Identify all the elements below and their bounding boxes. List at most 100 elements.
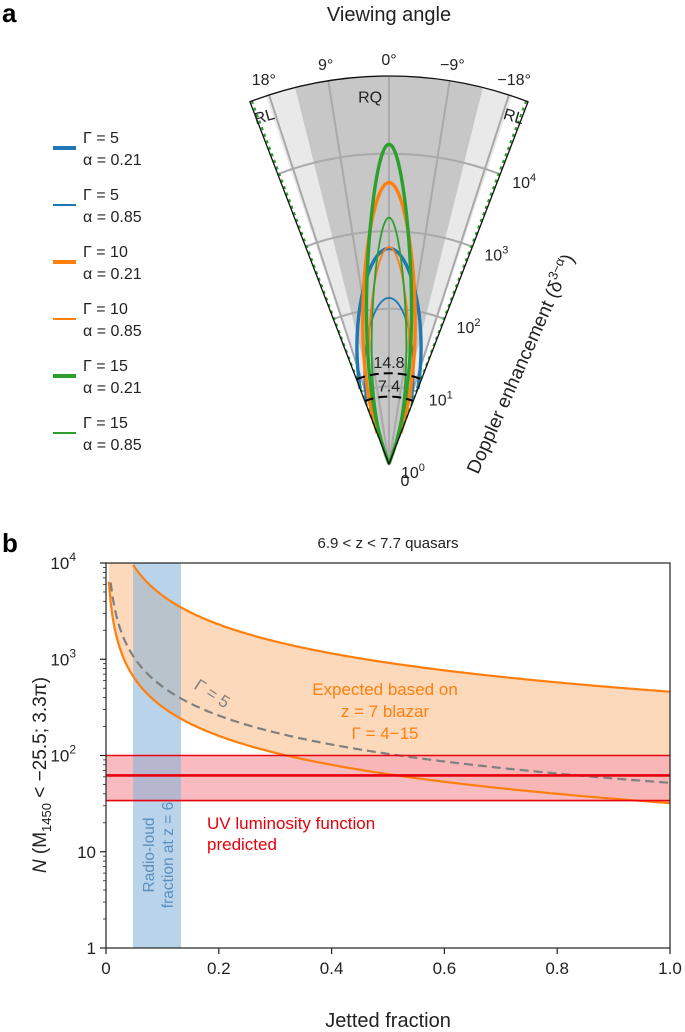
uv-band-fill (106, 755, 670, 801)
doppler-curve (364, 142, 414, 466)
y-tick-exp: 3 (69, 646, 76, 660)
threshold-arcs: 14.8 7.4 (356, 355, 422, 402)
x-tick-label: 0.4 (320, 959, 344, 978)
radial-tick-base: 10 (512, 175, 530, 192)
radial-tick-label: 100 (401, 462, 425, 482)
rq-region-label: RQ (358, 90, 382, 107)
threshold-arc (364, 395, 414, 402)
polar-origin-label: 0 (401, 473, 410, 490)
blazar-band-fill (108, 563, 670, 804)
legend-alpha-label: α = 0.21 (83, 152, 142, 169)
doppler-curve (370, 216, 408, 465)
legend-alpha-label: α = 0.21 (83, 380, 142, 397)
radial-tick-base: 10 (457, 320, 475, 337)
y-tick-base: 10 (50, 554, 69, 573)
panel-b-line-chart: b 6.9 < z < 7.7 quasars 0 0.2 0.4 0.6 0.8 1.0… (2, 528, 682, 1032)
legend-alpha-label: α = 0.21 (83, 266, 142, 283)
y-axis-label-m: (M (30, 832, 51, 859)
radial-tick-label: 101 (429, 390, 453, 410)
y-axis-label-n: N (30, 859, 51, 873)
radial-tick-exp: 2 (474, 317, 480, 329)
y-tick-label: 1 (87, 939, 96, 958)
angle-tick-label: −18° (497, 72, 531, 89)
blazar-upper-line (132, 564, 671, 693)
radial-tick-exp: 1 (447, 390, 453, 402)
radial-tick-label: 104 (512, 172, 536, 192)
y-axis-label-sub: 1450 (39, 803, 54, 832)
radial-tick-exp: 4 (530, 172, 536, 184)
threshold-arc (356, 372, 422, 381)
radial-tick-base: 10 (484, 248, 502, 265)
angle-tick-label: 18° (252, 72, 276, 89)
legend-gamma-label: Γ = 10 (83, 301, 128, 318)
radial-tick-base: 10 (401, 465, 419, 482)
polar-outline (249, 75, 529, 466)
radio-loud-label-line: fraction at z = 6 (160, 802, 177, 908)
legend-gamma-label: Γ = 10 (83, 244, 128, 261)
angle-gridline (388, 80, 451, 465)
blazar-label-line: z = 7 blazar (341, 702, 430, 721)
legend-alpha-label: α = 0.85 (83, 209, 142, 226)
radial-gridline (333, 307, 445, 321)
radial-tick-exp: 3 (502, 245, 508, 257)
radial-axis-label-text: Doppler enhancement (δ (463, 277, 567, 477)
x-tick-label: 1.0 (658, 959, 682, 978)
doppler-curve (361, 180, 417, 434)
radio-loud-label-line: Radio-loud (141, 818, 158, 893)
polar-legend: Γ = 5 α = 0.21 Γ = 5 α = 0.85 Γ = 10 α = 0.21… (53, 130, 142, 454)
y-tick-label: 102 (50, 743, 76, 766)
y-tick-label: 103 (50, 646, 76, 669)
angle-gridline (327, 80, 390, 465)
panel-label-b: b (2, 528, 18, 558)
x-tick-label: 0 (101, 959, 110, 978)
y-tick-exp: 4 (69, 550, 76, 564)
legend-gamma-label: Γ = 5 (83, 130, 119, 147)
radial-gridline (305, 230, 473, 248)
blazar-label-line: Γ = 4−15 (351, 724, 418, 743)
y-tick-base: 10 (50, 747, 69, 766)
angle-tick-label: 0° (381, 52, 396, 69)
rl-left-region-label: RL (252, 106, 276, 128)
radial-tick-base: 10 (429, 393, 447, 410)
y-tick-label: 10 (77, 843, 96, 862)
radial-axis-label: Doppler enhancement (δ3−α) (460, 250, 580, 477)
y-tick-exp: 2 (69, 743, 76, 757)
x-axis-label: Jetted fraction (325, 1010, 451, 1032)
y-tick-label: 104 (50, 550, 76, 573)
blazar-band-label: Expected based on z = 7 blazar Γ = 4−15 (312, 680, 458, 743)
angle-tick-label: 9° (318, 57, 333, 74)
y-axis-label-rest: < −25.5; 3.3π) (30, 677, 51, 803)
legend-alpha-label: α = 0.85 (83, 437, 142, 454)
y-axis-label: N (M1450 < −25.5; 3.3π) (30, 677, 54, 873)
rl-right-region-label: RL (501, 106, 525, 128)
plot-lines (106, 564, 671, 805)
radial-tick-label: 102 (457, 317, 481, 337)
x-tick-label: 0.8 (545, 959, 569, 978)
angle-tick-label: −9° (440, 57, 465, 74)
x-tick-label: 0.2 (207, 959, 231, 978)
panel-a-polar-chart: a Viewing angle 18°9° 0° −9°−18°1001011021… (2, 0, 579, 490)
threshold-label: 14.8 (373, 355, 404, 372)
legend-gamma-label: Γ = 15 (83, 415, 128, 432)
x-tick-label: 0.6 (433, 959, 457, 978)
y-tick-base: 10 (50, 650, 69, 669)
threshold-label: 7.4 (378, 379, 400, 396)
doppler-curve (355, 246, 423, 389)
uv-label-line: UV luminosity function (207, 814, 375, 833)
blazar-label-line: Expected based on (312, 680, 458, 699)
polar-title: Viewing angle (327, 4, 451, 26)
radio-loud-band-label: Radio-loud fraction at z = 6 (141, 802, 177, 908)
legend-gamma-label: Γ = 15 (83, 358, 128, 375)
radial-gridline (277, 152, 501, 176)
uv-band-label: UV luminosity function predicted (207, 814, 375, 854)
uv-label-line: predicted (207, 835, 277, 854)
radial-tick-label: 103 (484, 245, 508, 265)
legend-gamma-label: Γ = 5 (83, 187, 119, 204)
radial-tick-exp: 0 (419, 462, 425, 474)
legend-alpha-label: α = 0.85 (83, 323, 142, 340)
line-chart-title: 6.9 < z < 7.7 quasars (318, 535, 459, 552)
polar-frame (249, 75, 529, 466)
panel-label-a: a (2, 0, 17, 28)
